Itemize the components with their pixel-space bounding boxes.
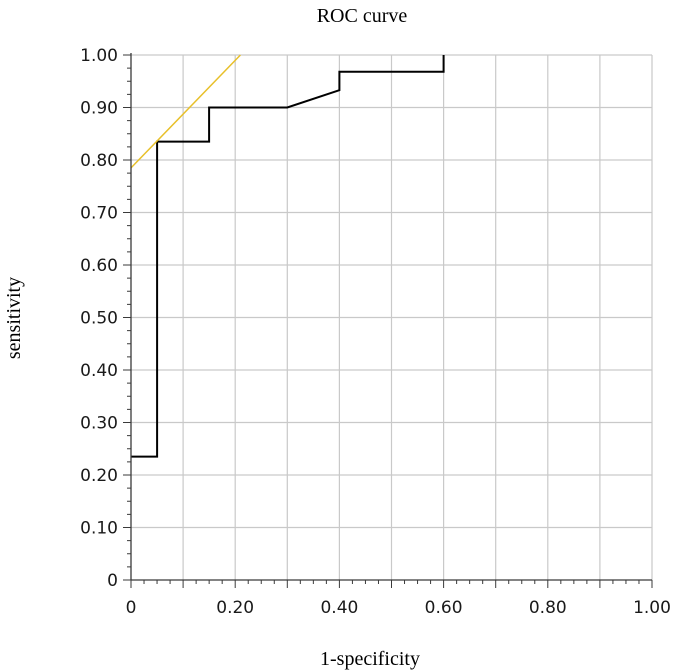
chart-title: ROC curve: [317, 5, 408, 27]
y-tick-label: 0.10: [80, 519, 118, 539]
x-tick-label: 0.20: [216, 598, 254, 618]
y-axis-title: sensitivity: [3, 277, 25, 359]
series-line-1: [130, 54, 241, 169]
y-tick-label: 0: [107, 571, 118, 591]
y-tick-label: 0.20: [80, 466, 118, 486]
grid-lines: [131, 54, 653, 580]
y-tick-label: 0.90: [80, 99, 118, 119]
x-axis-title: 1-specificity: [320, 648, 420, 670]
series-lines: [130, 54, 445, 458]
y-tick-label: 0.40: [80, 361, 118, 381]
y-tick-label: 0.80: [80, 151, 118, 171]
x-tick-label: 1.00: [633, 598, 671, 618]
y-tick-label: 0.70: [80, 204, 118, 224]
tick-labels: 0 0.10 0.20 0.30 0.40 0.50 0.60 0.70 0.80 0.90 1.0…: [80, 46, 671, 618]
x-tick-label: 0.40: [320, 598, 358, 618]
series-line-0: [131, 55, 445, 458]
x-tick-label: 0.60: [425, 598, 463, 618]
x-tick-label: 0.80: [529, 598, 567, 618]
y-tick-label: 1.00: [80, 46, 118, 66]
axes: [123, 53, 653, 588]
y-tick-label: 0.60: [80, 256, 118, 276]
y-tick-label: 0.30: [80, 414, 118, 434]
y-tick-label: 0.50: [80, 309, 118, 329]
x-tick-label: 0: [126, 598, 137, 618]
